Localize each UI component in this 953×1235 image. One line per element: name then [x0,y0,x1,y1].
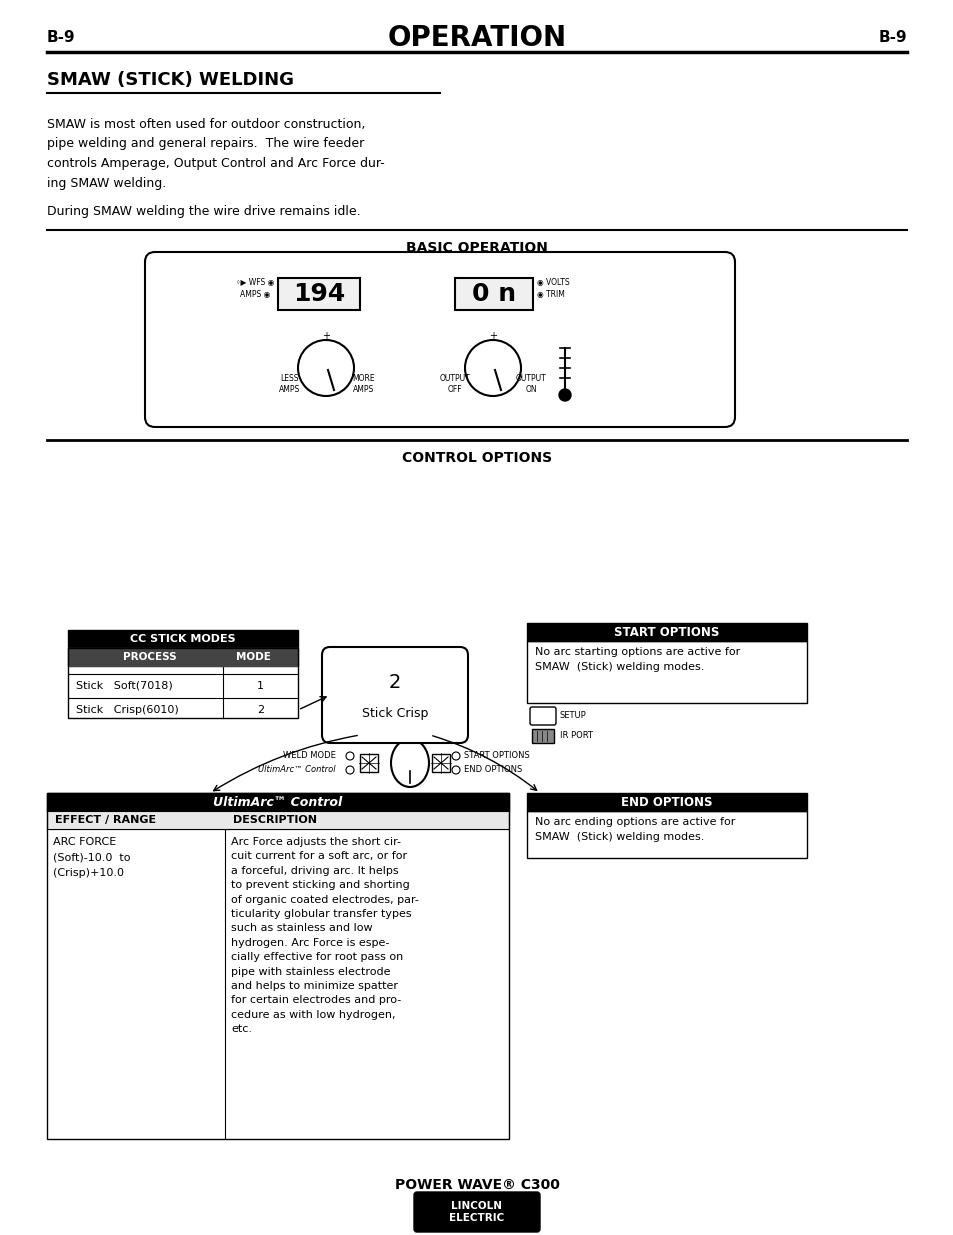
Text: SMAW is most often used for outdoor construction,
pipe welding and general repai: SMAW is most often used for outdoor cons… [47,119,384,189]
Text: START OPTIONS: START OPTIONS [463,752,529,761]
Text: END OPTIONS: END OPTIONS [620,795,712,809]
Circle shape [346,766,354,774]
Text: SMAW (STICK) WELDING: SMAW (STICK) WELDING [47,70,294,89]
Bar [526,622,806,641]
Text: OUTPUT
OFF: OUTPUT OFF [439,374,470,394]
FancyBboxPatch shape [322,647,468,743]
FancyBboxPatch shape [145,252,734,427]
Bar [455,278,533,310]
Circle shape [558,389,571,401]
Text: No arc starting options are active for
SMAW  (Stick) welding modes.: No arc starting options are active for S… [535,647,740,672]
Text: END OPTIONS: END OPTIONS [463,766,521,774]
Text: During SMAW welding the wire drive remains idle.: During SMAW welding the wire drive remai… [47,205,360,219]
Text: Stick   Crisp(6010): Stick Crisp(6010) [76,705,178,715]
Text: MORE
AMPS: MORE AMPS [353,374,375,394]
Text: +: + [322,331,330,341]
Bar [47,793,509,811]
Bar [47,793,509,1139]
Circle shape [452,752,459,760]
Text: POWER WAVE® C300: POWER WAVE® C300 [395,1178,558,1192]
Text: WELD MODE: WELD MODE [283,752,335,761]
FancyBboxPatch shape [530,706,556,725]
Text: 0 n: 0 n [472,282,516,306]
Text: +: + [489,331,497,341]
Text: B-9: B-9 [47,31,75,46]
Bar [532,729,554,743]
Text: DESCRIPTION: DESCRIPTION [233,815,316,825]
Bar [68,648,297,666]
Text: UltimArc™ Control: UltimArc™ Control [258,766,335,774]
Text: Arc Force adjusts the short cir-
cuit current for a soft arc, or for
a forceful,: Arc Force adjusts the short cir- cuit cu… [231,837,418,1034]
Text: Stick   Soft(7018): Stick Soft(7018) [76,680,172,692]
Text: OPERATION: OPERATION [387,23,566,52]
Text: AMPS ◉: AMPS ◉ [240,289,270,299]
Bar [359,755,377,772]
Text: SETUP: SETUP [559,711,586,720]
Text: START OPTIONS: START OPTIONS [614,625,719,638]
Text: LINCOLN
ELECTRIC: LINCOLN ELECTRIC [449,1200,504,1223]
Bar [47,811,509,829]
Text: ◦▶ WFS ◉: ◦▶ WFS ◉ [235,278,274,287]
Text: Stick Crisp: Stick Crisp [361,706,428,720]
Text: 1: 1 [256,680,264,692]
Bar [432,755,450,772]
Text: CC STICK MODES: CC STICK MODES [130,634,235,643]
Circle shape [452,766,459,774]
Text: 2: 2 [256,705,264,715]
Text: MODE: MODE [235,652,270,662]
Text: ◉ TRIM: ◉ TRIM [537,289,564,299]
Text: UltimArc™ Control: UltimArc™ Control [213,795,342,809]
Text: No arc ending options are active for
SMAW  (Stick) welding modes.: No arc ending options are active for SMA… [535,818,735,842]
Text: IR PORT: IR PORT [559,731,593,741]
Text: 2: 2 [389,673,401,693]
Circle shape [297,340,354,396]
Text: EFFECT / RANGE: EFFECT / RANGE [55,815,156,825]
Bar [68,630,297,648]
Bar [526,793,806,811]
Bar [526,641,806,703]
Circle shape [346,752,354,760]
Text: B-9: B-9 [878,31,906,46]
Text: OUTPUT
ON: OUTPUT ON [515,374,546,394]
Text: CONTROL OPTIONS: CONTROL OPTIONS [401,451,552,466]
Bar [277,278,359,310]
Text: ◉ VOLTS: ◉ VOLTS [537,278,569,287]
Text: LESS
AMPS: LESS AMPS [279,374,300,394]
Text: BASIC OPERATION: BASIC OPERATION [406,241,547,254]
Bar [68,648,297,718]
Circle shape [464,340,520,396]
Text: PROCESS: PROCESS [123,652,176,662]
FancyBboxPatch shape [414,1192,539,1233]
Text: ARC FORCE
(Soft)-10.0  to
(Crisp)+10.0: ARC FORCE (Soft)-10.0 to (Crisp)+10.0 [53,837,131,878]
Bar [526,811,806,858]
Text: 194: 194 [293,282,345,306]
